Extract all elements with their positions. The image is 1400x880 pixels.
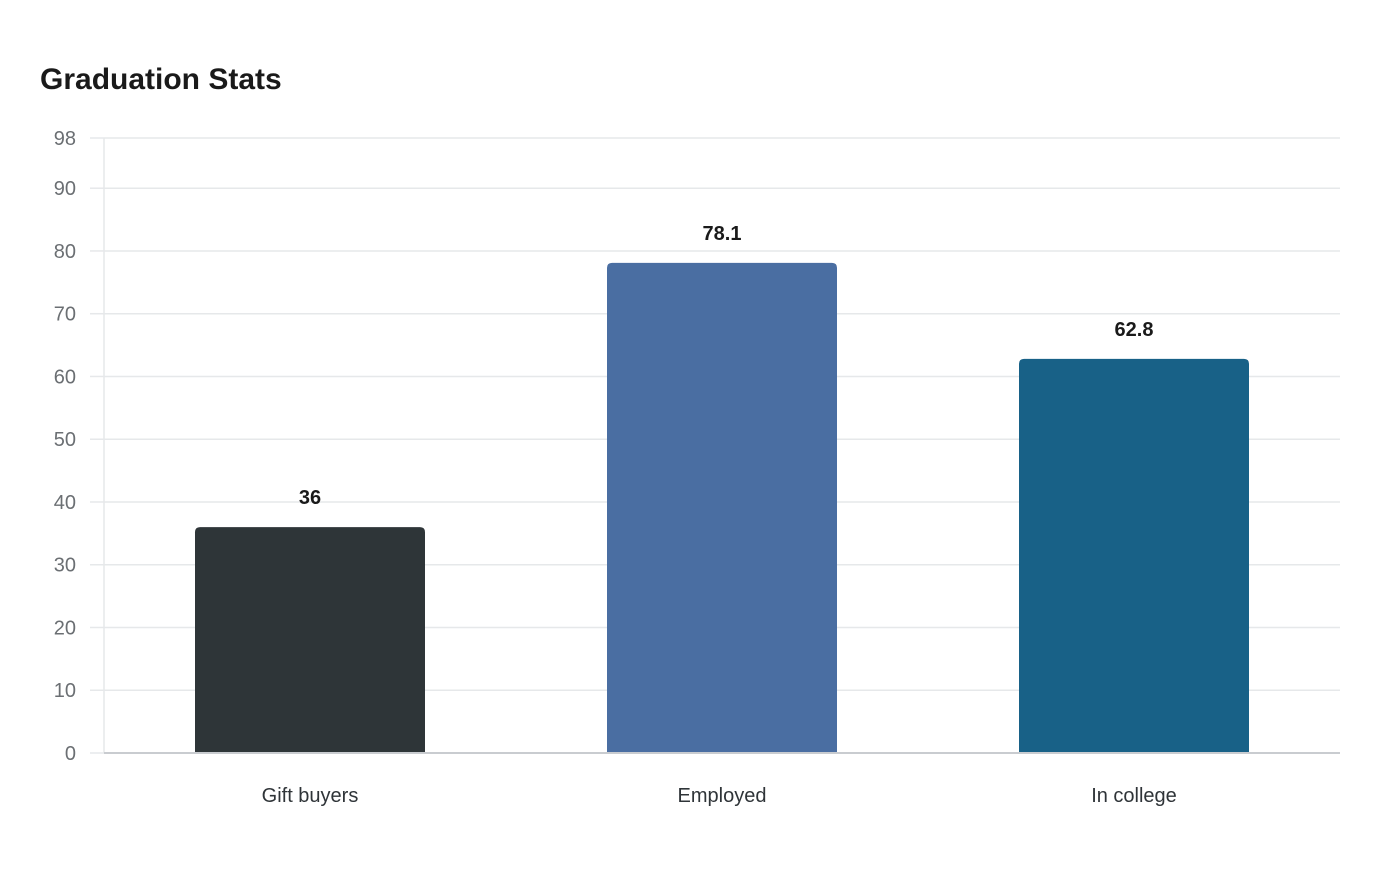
y-tick-label: 98	[54, 128, 76, 150]
bar-gift-buyers[interactable]	[195, 527, 425, 752]
y-tick-label: 40	[54, 492, 76, 514]
axes	[103, 138, 1340, 754]
y-tick-label: 10	[54, 680, 76, 702]
bar-in-college[interactable]	[1019, 358, 1249, 752]
data-label: 78.1	[703, 223, 742, 245]
bar-employed[interactable]	[607, 262, 837, 752]
y-tick-label: 80	[54, 241, 76, 263]
y-tick-label: 0	[65, 743, 76, 765]
y-tick-label: 60	[54, 366, 76, 388]
x-tick-label: In college	[1091, 785, 1177, 807]
x-tick-label: Employed	[678, 785, 767, 807]
data-label: 62.8	[1115, 319, 1154, 341]
bars	[195, 262, 1249, 752]
y-tick-label: 30	[54, 555, 76, 577]
y-tick-label: 70	[54, 304, 76, 326]
y-tick-label: 50	[54, 429, 76, 451]
chart-title: Graduation Stats	[40, 63, 282, 96]
data-label: 36	[299, 487, 321, 509]
x-tick-label: Gift buyers	[262, 785, 359, 807]
y-tick-label: 90	[54, 178, 76, 200]
y-tick-label: 20	[54, 617, 76, 639]
labels: 0 10 20 30 40 50 60 70 80 90 98 36 Gift buyers 78.1 Em…	[54, 128, 1177, 807]
